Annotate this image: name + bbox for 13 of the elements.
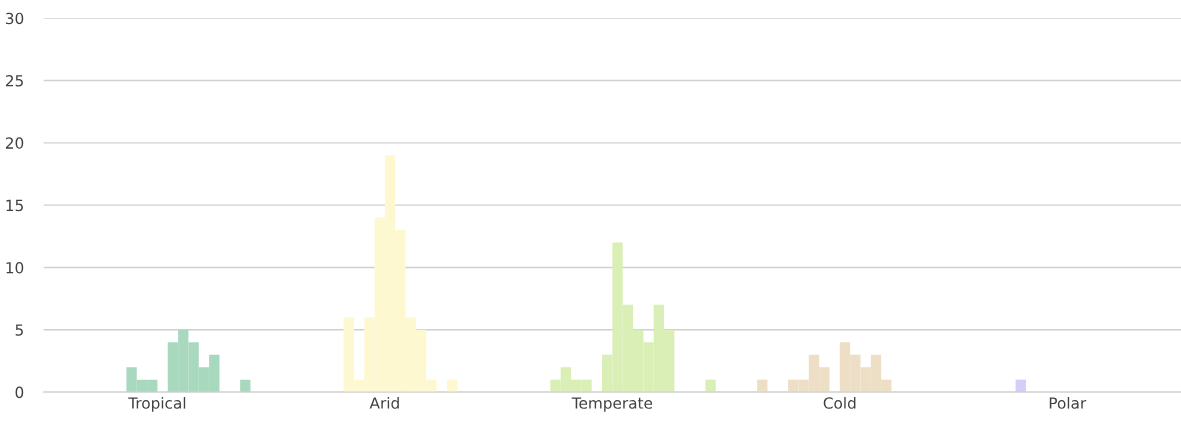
y-tick-label: 25 [5,74,23,87]
y-tick-label: 10 [6,261,24,274]
y-tick-label: 5 [15,324,23,336]
y-tick-label: 30 [5,12,24,25]
x-tick-label: Tropical [128,396,186,412]
bar [705,379,716,393]
x-tick-label: Temperate [571,397,653,412]
x-tick-label: Cold [823,396,856,409]
x-tick-label: Polar [1049,396,1087,409]
y-tick-label: 15 [6,199,23,212]
x-tick-label: Arid [369,396,399,409]
y-tick-label: 0 [15,386,24,399]
y-tick-label: 20 [5,137,24,149]
